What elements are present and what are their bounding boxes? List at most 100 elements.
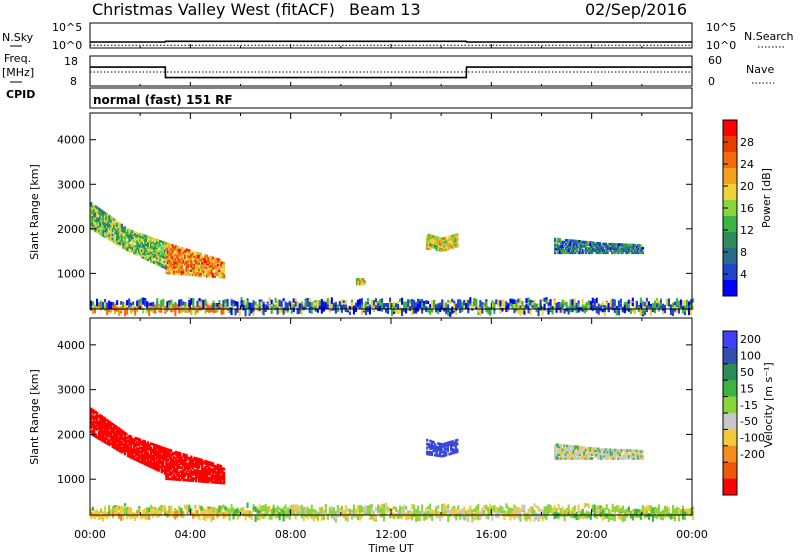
echo-cell [110,220,113,224]
echo-cell [119,432,122,435]
ground-cell [635,300,638,309]
echo-cell [123,435,127,439]
ground-cell [473,508,476,512]
ytick-label: 4000 [57,339,85,352]
echo-cell [572,447,575,450]
ground-cell [366,301,369,305]
echo-cell [571,251,574,255]
ground-cell [575,511,578,516]
echo-cell [426,244,429,248]
echo-cell [207,272,210,276]
ground-cell [120,301,123,305]
echo-cell [94,421,97,424]
echo-cell [106,440,110,444]
echo-cell [614,243,617,246]
echo-cell [584,454,588,458]
echo-cell [111,239,114,243]
echo-cell [171,267,174,271]
echo-cell [116,445,119,449]
echo-cell [171,254,174,257]
echo-cell [212,468,215,472]
echo-cell [145,257,148,261]
echo-cell [139,248,142,252]
ground-cell [381,503,384,512]
ground-cell [543,509,546,513]
echo-cell [185,470,188,474]
ground-cell [314,307,317,312]
ground-cell [178,299,181,307]
echo-cell [187,472,190,476]
ground-cell [198,514,201,521]
ground-cell [673,514,676,522]
echo-cell [577,449,580,453]
echo-cell [149,450,153,454]
echo-cell [153,457,156,460]
ground-cell [222,307,225,315]
echo-cell [451,244,454,247]
ground-cell [332,514,335,521]
echo-cell [640,452,643,456]
echo-cell [604,452,608,456]
ground-cell [180,299,183,307]
echo-cell [114,441,117,444]
echo-cell [182,270,185,274]
echo-cell [166,477,170,481]
freq-tick-bottom: 8 [70,75,77,88]
echo-cell [154,453,157,457]
echo-cell [136,237,139,241]
echo-cell [174,457,177,460]
echo-cell [90,218,93,222]
echo-cell [173,270,176,273]
ground-cell [379,505,382,509]
echo-cell [176,473,179,477]
ground-cell [641,308,644,315]
echo-cell [574,251,577,255]
ground-cell [146,307,149,313]
echo-cell [137,247,140,251]
echo-cell [578,245,581,249]
echo-cell [611,448,614,452]
ground-cell [312,508,315,513]
echo-cell [190,455,193,459]
echo-cell [120,433,123,437]
echo-cell [580,251,583,255]
echo-cell [188,471,191,474]
ground-cell [467,514,470,523]
echo-cell [194,271,198,275]
echo-cell [190,479,193,482]
echo-cell [128,449,131,452]
ground-cell [134,307,137,315]
echo-cell [201,263,204,267]
ground-cell [242,507,245,514]
echo-cell [134,448,137,452]
ground-cell [563,509,566,518]
ground-cell [631,514,634,521]
ground-cell [615,505,618,512]
echo-cell [171,258,174,261]
ground-cell [379,303,382,312]
ground-cell [487,513,490,520]
echo-cell [122,241,125,245]
ground-cell [234,509,237,515]
echo-cell [191,472,195,476]
ground-cell [529,300,532,306]
ground-cell [491,302,494,308]
echo-cell [557,245,560,249]
echo-cell [134,436,137,440]
echo-cell [145,453,148,456]
echo-cell [604,244,608,248]
ground-cell [635,509,638,517]
ground-cell [254,514,257,522]
echo-cell [143,248,147,252]
echo-cell [145,255,148,259]
echo-cell [574,241,577,245]
echo-cell [185,466,188,470]
ground-cell [547,307,550,315]
ground-cell [509,508,512,515]
echo-cell [208,267,212,270]
echo-cell [446,449,449,453]
echo-cell [106,234,110,238]
echo-cell [212,462,215,466]
echo-cell [154,240,157,244]
echo-cell [134,438,137,442]
